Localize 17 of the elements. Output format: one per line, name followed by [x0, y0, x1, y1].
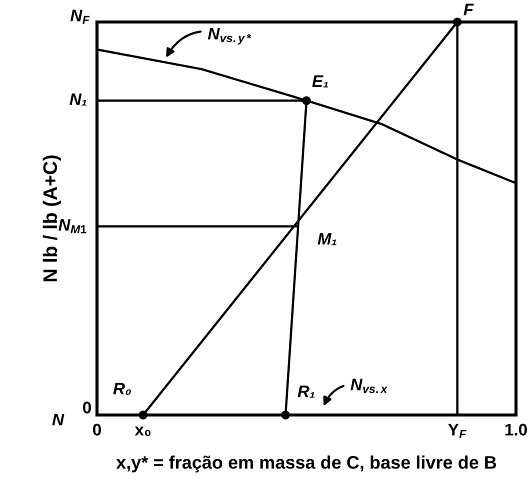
annotation: M₁ — [318, 233, 336, 246]
text: 0 — [83, 402, 91, 414]
annotation: N$_{vs.x}$ — [350, 378, 388, 394]
text: N — [52, 414, 64, 426]
annotation: N$_{vs.y*}$ — [208, 28, 252, 44]
annotation: F — [464, 4, 474, 16]
x-tick-label: Y$_{F}$ — [448, 424, 466, 438]
annotation: N$_{M1}$ — [58, 219, 86, 234]
annotation: R₀ — [113, 382, 131, 395]
x-tick-label: 1.0 — [505, 424, 527, 436]
annotation: E₁ — [312, 75, 328, 88]
x-axis-title: x,y* = fração em massa de C, base livre de B — [116, 456, 496, 472]
text: N$_{F}$ — [70, 10, 90, 24]
x-tick-label: x₀ — [134, 426, 151, 436]
x-tick-label: 0 — [93, 424, 101, 436]
annotation: N₁ — [70, 93, 87, 106]
annotation: R₁ — [298, 386, 315, 398]
